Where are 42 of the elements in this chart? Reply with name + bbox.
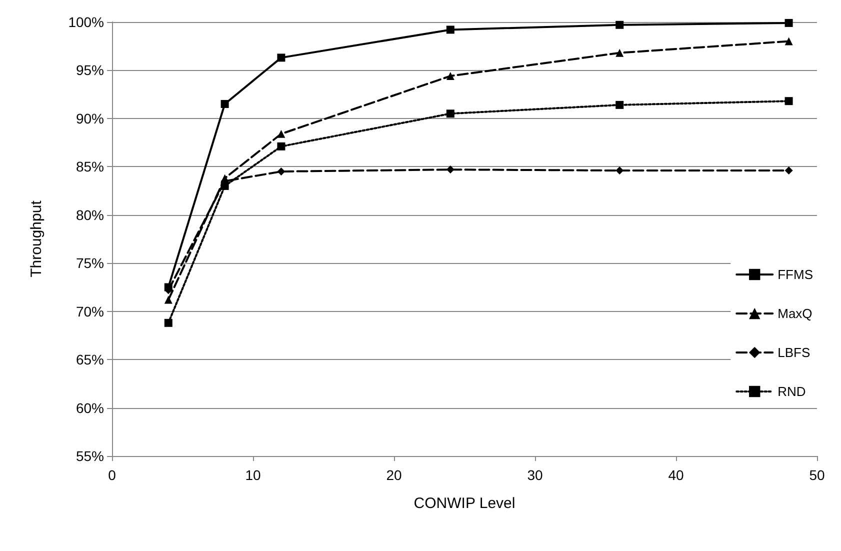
x-tick-label: 30 (527, 467, 543, 483)
legend-label: MaxQ (778, 306, 812, 321)
point (446, 166, 454, 174)
point (446, 110, 454, 118)
y-axis-title: Throughput (28, 200, 45, 278)
point (616, 48, 624, 57)
point (277, 167, 286, 176)
point (164, 296, 172, 304)
y-tick-label: 60% (76, 400, 104, 416)
point (277, 142, 286, 150)
y-tick-label: 75% (76, 255, 104, 272)
point (784, 37, 793, 46)
y-tick-label: 100% (68, 14, 104, 30)
x-tick-label: 40 (668, 467, 684, 483)
point (277, 54, 286, 62)
point (784, 97, 793, 106)
x-tick-label: 20 (386, 467, 402, 483)
point (277, 130, 286, 138)
y-tick-label: 95% (76, 62, 104, 78)
point (446, 72, 454, 80)
x-tick-label: 50 (809, 467, 825, 483)
y-tick-label: 85% (76, 158, 104, 175)
x-tick-label: 0 (108, 467, 116, 483)
y-tick-label: 80% (76, 206, 104, 223)
legend-label: RND (778, 384, 806, 399)
point (446, 26, 454, 34)
point (616, 20, 624, 29)
x-axis-title: CONWIP Level (414, 495, 516, 512)
point (784, 166, 793, 175)
legend-label: LBFS (778, 345, 810, 360)
x-tick-label: 10 (245, 467, 261, 483)
point (164, 318, 172, 327)
y-tick-label: 70% (76, 303, 104, 320)
point (164, 283, 172, 292)
y-tick-label: 90% (76, 110, 104, 126)
y-tick-label: 55% (76, 448, 104, 464)
point (220, 174, 229, 182)
y-tick-label: 65% (76, 352, 104, 368)
point (616, 100, 624, 109)
point (784, 18, 793, 27)
legend-label: FFMS (778, 267, 814, 282)
point (220, 100, 229, 108)
